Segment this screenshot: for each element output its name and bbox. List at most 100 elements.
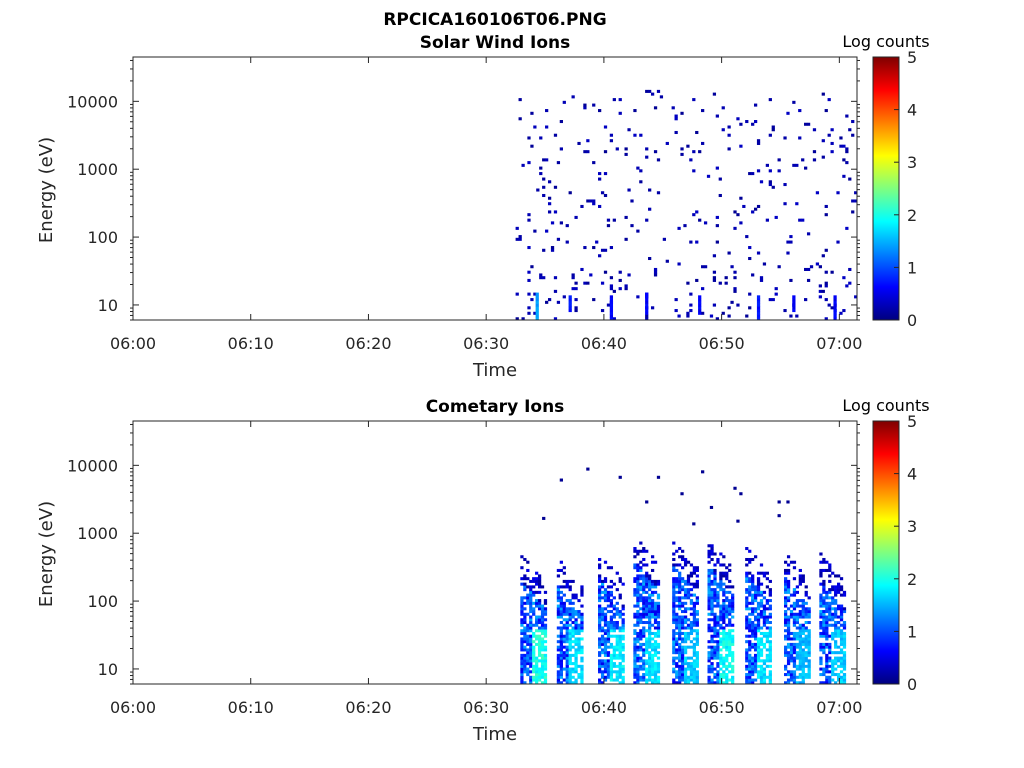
heatmap-cell: [748, 629, 752, 633]
heatmap-cell: [807, 637, 811, 641]
heatmap-cell: [692, 522, 696, 526]
heatmap-cell: [574, 681, 578, 684]
heatmap-cell: [537, 590, 542, 594]
heatmap-cell: [836, 675, 841, 679]
heatmap-cell: [831, 659, 835, 663]
heatmap-cell: [678, 574, 682, 578]
heatmap-cell: [526, 648, 530, 652]
heatmap-cell: [598, 177, 602, 181]
heatmap-cell: [559, 645, 563, 649]
heatmap-cell: [618, 278, 622, 282]
heatmap-cell: [819, 612, 823, 616]
heatmap-cell: [633, 656, 637, 660]
heatmap-cell: [719, 667, 723, 671]
heatmap-cell: [636, 590, 640, 594]
heatmap-cell: [831, 571, 835, 575]
heatmap-cell: [645, 500, 649, 504]
heatmap-cell: [650, 568, 655, 572]
heatmap-cell: [633, 593, 637, 597]
heatmap-cell: [798, 637, 802, 641]
heatmap-cell: [715, 215, 719, 219]
heatmap-cell: [725, 623, 729, 627]
heatmap-cell: [725, 585, 729, 589]
heatmap-cell: [642, 577, 646, 581]
heatmap-cell: [819, 604, 823, 608]
heatmap-cell: [650, 670, 655, 674]
heatmap-cell: [712, 254, 717, 258]
heatmap-cell: [535, 590, 539, 594]
heatmap-cell: [725, 642, 729, 646]
heatmap-cell: [724, 276, 728, 280]
heatmap-cell: [565, 662, 569, 666]
heatmap-cell: [759, 631, 764, 635]
heatmap-cell: [828, 596, 832, 600]
heatmap-cell: [722, 607, 726, 611]
heatmap-cell: [759, 571, 764, 575]
heatmap-cell: [562, 656, 566, 660]
heatmap-cell: [678, 681, 682, 684]
heatmap-cell: [523, 667, 527, 671]
heatmap-cell: [842, 620, 847, 625]
heatmap-cell: [523, 640, 527, 644]
heatmap-cell: [713, 612, 717, 616]
heatmap-cell: [833, 295, 837, 299]
heatmap-cell: [818, 295, 822, 299]
heatmap-cell: [535, 656, 539, 660]
heatmap-cell: [633, 653, 637, 657]
heatmap-cell: [547, 298, 552, 302]
heatmap-cell: [633, 623, 637, 627]
heatmap-cell: [751, 626, 755, 630]
heatmap-cell: [804, 634, 808, 638]
heatmap-cell: [795, 645, 800, 649]
heatmap-cell: [645, 549, 649, 553]
heatmap-cell: [756, 593, 761, 597]
heatmap-cell: [678, 667, 682, 671]
heatmap-cell: [795, 612, 800, 616]
heatmap-cell: [713, 615, 717, 619]
heatmap-cell: [795, 681, 800, 684]
heatmap-cells: [520, 467, 847, 684]
heatmap-cell: [556, 626, 561, 630]
heatmap-cell: [574, 626, 578, 630]
heatmap-cell: [713, 577, 717, 581]
heatmap-cell: [792, 662, 797, 666]
heatmap-cell: [722, 590, 726, 594]
heatmap-cell: [681, 664, 685, 668]
heatmap-cell: [577, 599, 581, 603]
heatmap-cell: [786, 631, 791, 635]
heatmap-cell: [719, 678, 723, 682]
heatmap-cell: [672, 566, 676, 570]
heatmap-cell: [828, 659, 832, 663]
heatmap-cell: [765, 601, 769, 605]
heatmap-cell: [675, 626, 679, 630]
heatmap-cell: [678, 623, 682, 627]
heatmap-cell: [731, 596, 735, 600]
heatmap-cell: [653, 618, 658, 622]
heatmap-cell: [609, 317, 614, 320]
heatmap-cell: [756, 139, 761, 143]
heatmap-cell: [828, 601, 832, 605]
heatmap-cell: [768, 678, 772, 682]
heatmap-cell: [612, 612, 616, 616]
heatmap-cell: [804, 593, 808, 597]
heatmap-cell: [523, 629, 527, 633]
heatmap-cell: [834, 612, 838, 616]
heatmap-cell: [678, 601, 682, 605]
heatmap-cell: [707, 623, 711, 627]
heatmap-cell: [777, 158, 781, 162]
heatmap-cell: [822, 618, 826, 622]
heatmap-cell: [535, 306, 539, 310]
heatmap-cell: [618, 610, 622, 614]
heatmap-cell: [529, 620, 533, 625]
heatmap-cell: [765, 218, 769, 222]
heatmap-cell: [707, 675, 711, 679]
heatmap-cell: [562, 571, 566, 575]
heatmap-cell: [636, 563, 640, 567]
heatmap-cell: [710, 640, 714, 644]
heatmap-cell: [543, 673, 548, 677]
heatmap-cell: [656, 615, 661, 619]
heatmap-cell: [753, 610, 758, 614]
heatmap-cell: [598, 577, 602, 581]
heatmap-cell: [574, 623, 578, 627]
heatmap-cell: [598, 610, 602, 614]
